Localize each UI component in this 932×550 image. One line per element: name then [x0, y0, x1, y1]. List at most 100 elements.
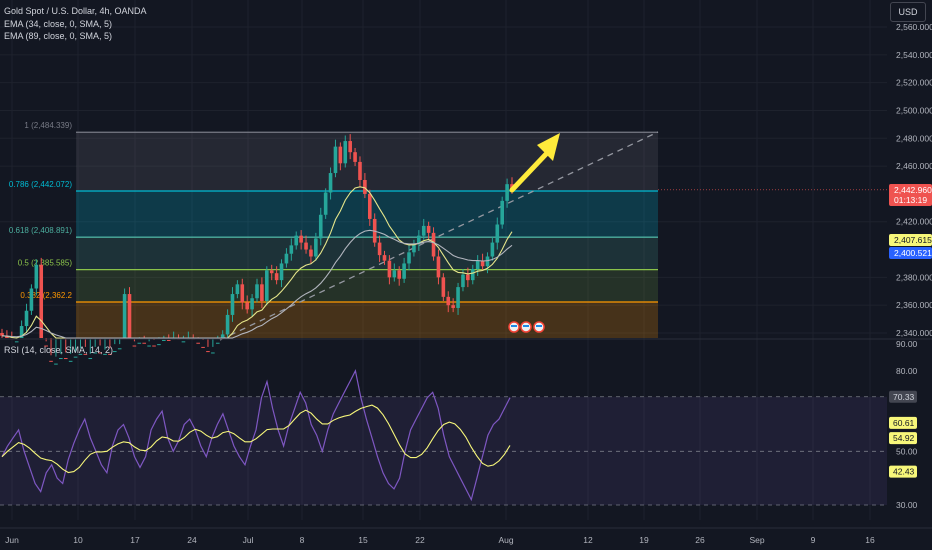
candle-body: [240, 284, 245, 303]
rsi-legend[interactable]: RSI (14, close, SMA, 14, 2): [4, 345, 114, 355]
candle-body: [260, 284, 264, 302]
candle-body: [235, 284, 240, 295]
rsi-tick-label: 50.00: [896, 446, 918, 456]
current-price-value: 2,442.960: [894, 185, 932, 195]
candle-body: [343, 141, 348, 164]
candle-body: [466, 274, 470, 281]
rsi-pane: [0, 338, 932, 506]
price-tick-label: 2,380.000: [896, 272, 932, 282]
candle-body: [132, 345, 137, 347]
candle-body: [5, 335, 9, 338]
candle-body: [14, 341, 19, 343]
rsi-value-badge-bg: [889, 416, 917, 429]
candle-body: [353, 152, 357, 162]
candle-body: [289, 245, 294, 254]
candle-body: [49, 360, 53, 362]
time-tick-label: Aug: [498, 535, 513, 545]
candle-body: [402, 263, 406, 279]
candle-body: [112, 351, 117, 353]
candle-body: [358, 161, 362, 180]
candle-body: [377, 242, 382, 256]
candle-body: [93, 352, 97, 354]
candle-body: [225, 314, 230, 335]
candle-body: [323, 192, 328, 215]
candle-body: [407, 252, 411, 264]
rsi-axis[interactable]: 90.00 80.00 50.00 30.00 70.33 60.61 54.92 42.43: [889, 339, 918, 510]
time-tick-label: Jun: [5, 535, 19, 545]
price-grid: [0, 0, 887, 520]
dashed-trend-line[interactable]: [219, 131, 659, 341]
candle-body: [387, 260, 392, 278]
candle-body: [348, 141, 352, 153]
time-tick-label: 10: [73, 535, 83, 545]
candle-body: [196, 342, 200, 344]
fib-level-label: 0.382 (2,362.2: [20, 291, 72, 300]
candle-body: [142, 342, 147, 344]
candle-body: [274, 273, 279, 281]
rsi-band-fill: [0, 396, 887, 505]
candle-body: [363, 180, 367, 194]
candlestick-series: [0, 134, 514, 365]
candle-body: [441, 277, 446, 297]
ema89-badge: [889, 247, 932, 259]
time-tick-label: 22: [415, 535, 425, 545]
price-tick-label: 2,560.000: [896, 22, 932, 32]
price-tick-label: 2,540.000: [896, 50, 932, 60]
candle-body: [255, 284, 259, 299]
candle-body: [54, 363, 58, 365]
price-tick-label: 2,420.000: [896, 217, 932, 227]
candle-body: [98, 352, 102, 354]
candle-body: [304, 242, 308, 250]
candle-body: [63, 358, 68, 360]
price-tick-label: 2,360.000: [896, 300, 932, 310]
target-arrow[interactable]: [509, 133, 560, 193]
candle-body: [461, 274, 465, 288]
time-tick-label: Jul: [243, 535, 254, 545]
currency-button[interactable]: USD: [890, 2, 926, 22]
event-flag-icon-stripe: [523, 325, 529, 327]
candle-body: [309, 249, 313, 257]
candle-body: [279, 263, 284, 281]
rsi-lower-badge: 42.43: [893, 467, 915, 477]
fib-zone: [76, 237, 658, 270]
ema-89-legend[interactable]: EMA (89, close, 0, SMA, 5): [4, 31, 113, 41]
candle-body: [24, 310, 29, 327]
price-tick-label: 2,520.000: [896, 78, 932, 88]
fib-level-label: 0.618 (2,408.891): [9, 226, 72, 235]
rsi-line: [1, 368, 511, 502]
candle-body: [220, 334, 225, 338]
rsi-upper-band-badge: 70.33: [893, 392, 915, 402]
candle-body: [29, 288, 34, 311]
rsi-ma-badge: 54.92: [893, 433, 915, 443]
rsi-tick-label: 80.00: [896, 366, 918, 376]
ema-34-legend[interactable]: EMA (34, close, 0, SMA, 5): [4, 19, 113, 29]
price-axis[interactable]: 2,560.000 2,540.000 2,520.000 2,500.000 2,48…: [889, 22, 932, 338]
candle-body: [122, 294, 127, 338]
time-tick-label: 9: [811, 535, 816, 545]
ema-lines: [1, 186, 513, 339]
candle-body: [446, 296, 451, 306]
arrow-head: [537, 133, 560, 161]
symbol-title[interactable]: Gold Spot / U.S. Dollar, 4h, OANDA: [4, 6, 147, 16]
candle-body: [451, 305, 455, 308]
candle-body: [485, 256, 490, 267]
candle-body: [294, 235, 299, 246]
time-axis[interactable]: Jun 10 17 24 Jul 8 15 22 Aug 12 19 26 Sep 9 16: [0, 527, 932, 545]
candle-body: [117, 348, 122, 350]
economic-events-icons[interactable]: [508, 321, 545, 333]
current-price-badge: [889, 184, 932, 206]
candle-body: [147, 345, 151, 347]
candle-body: [505, 184, 509, 201]
candle-body: [338, 146, 343, 164]
fib-level-label: 0.786 (2,442.072): [9, 180, 72, 189]
candle-body: [490, 242, 495, 257]
rsi-tick-label: 30.00: [896, 500, 918, 510]
time-tick-label: 24: [187, 535, 197, 545]
fib-zone: [76, 302, 658, 338]
fibonacci-retracement[interactable]: 1 (2,484.339) 0.786 (2,442.072) 0.618 (2,4…: [9, 121, 887, 338]
fib-zone: [76, 132, 658, 192]
time-tick-label: 17: [130, 535, 140, 545]
candle-body: [328, 173, 333, 193]
time-tick-label: 26: [695, 535, 705, 545]
